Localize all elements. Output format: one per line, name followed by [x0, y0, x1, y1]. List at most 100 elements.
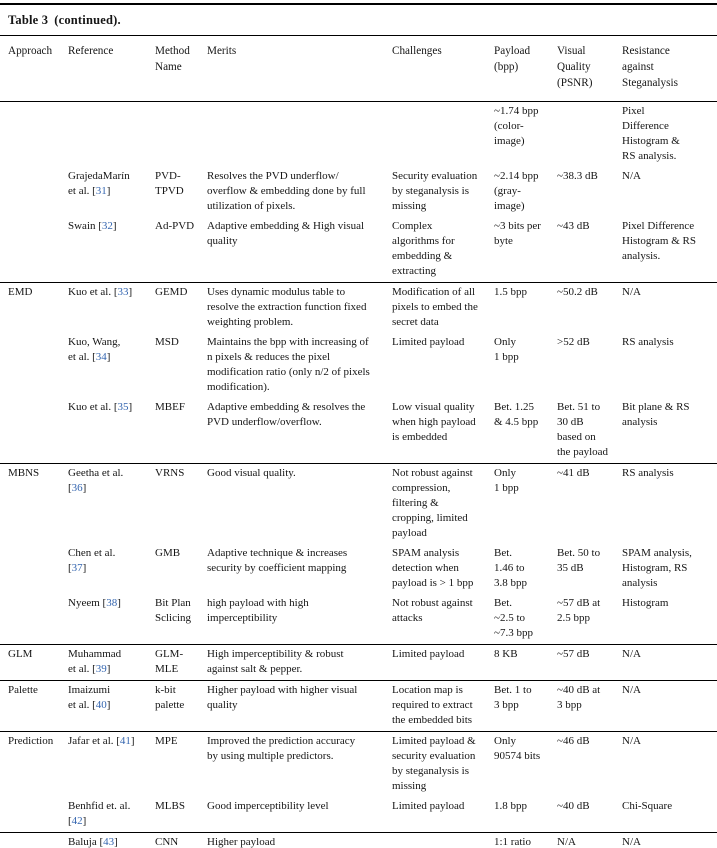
cell-visual: ~46 dB	[557, 731, 622, 797]
cell-reference: Nyeem [38]	[68, 597, 121, 609]
cell-resistance: N/A	[622, 680, 717, 732]
cell-visual: ~50.2 dB	[557, 282, 622, 333]
cell-payload: ~2.14 bpp (gray- image)	[494, 170, 539, 212]
citation-link[interactable]: 32	[101, 220, 113, 232]
table-row: Palette Imaizumi et al. [40] k-bit palette…	[0, 680, 717, 732]
citation-link[interactable]: 39	[95, 663, 107, 675]
cell-payload: ~1.74 bpp (color- image)	[494, 105, 539, 147]
cell-challenges: Low visual quality when high payload is …	[392, 401, 476, 443]
cell-visual: ~41 dB	[557, 463, 622, 544]
cell-visual: ~40 dB	[557, 800, 590, 812]
citation-link[interactable]: 42	[71, 815, 83, 827]
cell-challenges: Security evaluation by steganalysis is m…	[392, 170, 478, 212]
table-body: ~1.74 bpp (color- image) Pixel Difference…	[0, 102, 717, 848]
citation-link[interactable]: 34	[95, 351, 107, 363]
cell-approach	[0, 217, 68, 283]
cell-challenges: Not robust against attacks	[392, 597, 473, 624]
cell-resistance: Pixel Difference Histogram & RS analysis…	[622, 105, 680, 162]
cell-payload: 1.5 bpp	[494, 282, 557, 333]
top-rule	[0, 3, 717, 5]
citation-link[interactable]: 38	[106, 597, 118, 609]
cell-payload: Only 1 bpp	[494, 336, 519, 363]
cell-reference: Muhammad et al. [39]	[68, 644, 155, 681]
cell-merits: high payload with high imperceptibility	[207, 597, 309, 624]
cell-payload: Bet. 1.46 to 3.8 bpp	[494, 547, 527, 589]
cell-method: Ad-PVD	[155, 220, 195, 232]
cell-method	[155, 102, 207, 168]
cell-method: k-bit palette	[155, 680, 207, 732]
cell-challenges: Limited payload	[392, 644, 494, 681]
cell-payload: ~3 bits per byte	[494, 220, 541, 247]
cell-reference	[68, 102, 155, 168]
citation-link[interactable]: 33	[117, 286, 129, 298]
cell-method: CNN	[155, 832, 207, 848]
citation-link[interactable]: 36	[71, 482, 83, 494]
citation-link[interactable]: 31	[95, 185, 107, 197]
cell-visual	[557, 102, 622, 168]
cell-approach	[0, 333, 68, 398]
cell-merits	[207, 102, 392, 168]
cell-resistance: RS analysis	[622, 336, 674, 348]
cell-resistance: N/A	[622, 832, 717, 848]
cell-merits: Uses dynamic modulus table to resolve th…	[207, 282, 392, 333]
cell-visual: ~57 dB	[557, 644, 622, 681]
citation-link[interactable]: 43	[103, 836, 115, 848]
cell-method: VRNS	[155, 463, 207, 544]
col-header-method: Method Name	[155, 36, 207, 102]
cell-approach: EMD	[0, 282, 68, 333]
cell-approach: MBNS	[0, 463, 68, 544]
cell-challenges: Modification of all pixels to embed the …	[392, 282, 494, 333]
cell-reference: Benhfid et. al. [42]	[68, 800, 131, 827]
cell-visual: ~43 dB	[557, 220, 590, 232]
table-title-continued: (continued).	[54, 13, 121, 27]
cell-method: GLM- MLE	[155, 644, 207, 681]
table-title: Table 3 (continued).	[0, 5, 717, 36]
citation-link[interactable]: 35	[117, 401, 129, 413]
table-row: Benhfid et. al. [42] MLBS Good imperceptib…	[0, 797, 717, 833]
cell-approach	[0, 102, 68, 168]
citation-link[interactable]: 37	[71, 562, 83, 574]
table-row: Prediction Jafar et al. [41] MPE Improved t…	[0, 731, 717, 797]
cell-merits: Good visual quality.	[207, 463, 392, 544]
cell-method: MSD	[155, 336, 179, 348]
cell-approach	[0, 594, 68, 645]
cell-reference: Kuo et al. [33]	[68, 282, 155, 333]
cell-method: GEMD	[155, 282, 207, 333]
cell-merits: Good imperceptibility level	[207, 800, 329, 812]
col-header-approach: Approach	[0, 36, 68, 102]
citation-link[interactable]: 41	[119, 735, 131, 747]
cell-method: PVD- TPVD	[155, 170, 184, 197]
table-row: GrajedaMarín et al. [31] PVD- TPVD Resolve…	[0, 167, 717, 217]
cell-visual: ~57 dB at 2.5 bpp	[557, 597, 601, 624]
cell-approach	[0, 544, 68, 594]
cell-visual: >52 dB	[557, 336, 590, 348]
cell-payload: 8 KB	[494, 644, 557, 681]
cell-challenges: Limited payload	[392, 800, 465, 812]
comparison-table: Approach Reference Method Name Merits Challe…	[0, 36, 717, 848]
cell-method: GMB	[155, 547, 181, 559]
cell-payload: Only 90574 bits	[494, 731, 557, 797]
header-row: Approach Reference Method Name Merits Challe…	[0, 36, 717, 102]
cell-merits: Higher payload	[207, 832, 392, 848]
citation-link[interactable]: 40	[95, 699, 107, 711]
cell-approach	[0, 398, 68, 464]
cell-approach	[0, 832, 68, 848]
cell-challenges	[392, 832, 494, 848]
col-header-visual: Visual Quality (PSNR)	[557, 36, 622, 102]
table-row: Kuo, Wang, et al. [34] MSD Maintains the b…	[0, 333, 717, 398]
cell-challenges: Not robust against compression, filterin…	[392, 463, 494, 544]
cell-resistance: SPAM analysis, Histogram, RS analysis	[622, 547, 692, 589]
table-row: ~1.74 bpp (color- image) Pixel Difference…	[0, 102, 717, 168]
cell-payload: 1.8 bpp	[494, 800, 527, 812]
cell-merits: Maintains the bpp with increasing of n p…	[207, 336, 370, 393]
cell-reference: Geetha et al. [36]	[68, 463, 155, 544]
cell-approach: Prediction	[0, 731, 68, 797]
cell-visual: N/A	[557, 832, 622, 848]
cell-approach	[0, 167, 68, 217]
cell-visual: ~38.3 dB	[557, 170, 598, 182]
cell-merits: Adaptive embedding & High visual quality	[207, 220, 365, 247]
cell-method: MBEF	[155, 401, 185, 413]
cell-payload: Bet. ~2.5 to ~7.3 bpp	[494, 597, 533, 639]
cell-challenges: Limited payload & security evaluation by…	[392, 731, 494, 797]
col-header-merits: Merits	[207, 36, 392, 102]
